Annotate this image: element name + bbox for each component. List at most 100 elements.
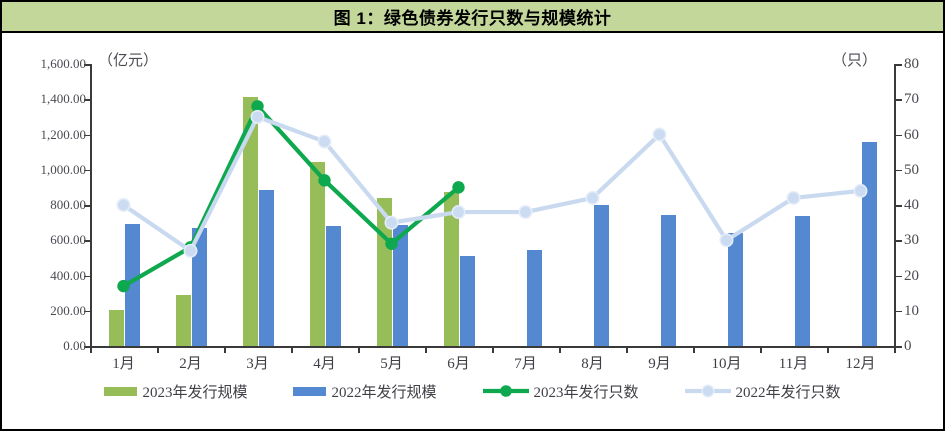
left-axis-tick (84, 310, 90, 313)
line-2022年发行只数 (122, 114, 861, 253)
left-axis-tick-label: 400.00 (50, 267, 86, 283)
right-axis-tick (895, 64, 902, 66)
bar-2022年发行规模 (460, 256, 475, 346)
x-axis-tick (291, 346, 293, 353)
right-axis-tick-label: 80 (904, 56, 919, 72)
bar-2023年发行规模 (443, 191, 459, 346)
marker-2022年发行只数 (518, 205, 533, 220)
left-axis-tick-label: 0.00 (63, 338, 86, 353)
bar-2023年发行规模 (242, 97, 258, 346)
bar-2023年发行规模 (309, 161, 325, 346)
left-axis-unit-label: （亿元） (98, 53, 159, 69)
bar-2022年发行规模 (326, 226, 341, 346)
x-axis-category-label: 8月 (581, 356, 604, 372)
x-axis-category-label: 1月 (112, 356, 135, 372)
right-axis-tick-label: 70 (904, 91, 919, 108)
right-axis-tick-label: 60 (904, 126, 919, 143)
right-axis-tick (895, 310, 902, 313)
x-axis-tick (425, 346, 427, 353)
legend-item-2023年发行规模: 2023年发行规模 (104, 381, 247, 402)
x-axis-tick (626, 346, 628, 353)
right-axis-tick (895, 275, 902, 277)
marker-2022年发行只数 (652, 127, 667, 142)
left-axis-tick (84, 275, 90, 277)
legend-swatch-line (482, 385, 529, 397)
marker-2022年发行只数 (116, 198, 131, 213)
x-axis-tick (492, 346, 494, 353)
bar-2022年发行规模 (862, 141, 877, 346)
x-axis-tick (157, 346, 159, 353)
left-axis-tick (84, 205, 90, 207)
bar-2022年发行规模 (594, 205, 609, 346)
x-axis-category-label: 6月 (447, 356, 470, 372)
x-axis-tick (559, 346, 561, 353)
legend-item-2023年发行只数: 2023年发行只数 (482, 381, 639, 402)
bar-2022年发行规模 (728, 233, 743, 346)
right-axis-line (894, 64, 896, 347)
legend: 2023年发行规模 2022年发行规模 2023年发行只数 2022年发行只数 (2, 380, 943, 402)
x-axis-category-label: 7月 (514, 356, 537, 372)
bar-2022年发行规模 (259, 190, 274, 346)
x-axis-category-label: 2月 (179, 356, 202, 372)
marker-2022年发行只数 (585, 190, 600, 205)
right-axis-tick (895, 169, 902, 172)
bar-2022年发行规模 (393, 225, 408, 346)
x-axis-category-label: 10月 (711, 356, 742, 372)
x-axis-tick (760, 346, 762, 353)
right-axis-tick-label: 50 (904, 161, 919, 178)
left-axis-tick (84, 346, 90, 348)
marker-2022年发行只数 (317, 134, 332, 149)
right-axis-tick-label: 40 (904, 197, 919, 213)
right-axis-tick (895, 240, 902, 242)
marker-2022年发行只数 (786, 190, 801, 205)
left-axis-line (90, 64, 92, 347)
bar-2022年发行规模 (661, 214, 676, 346)
right-axis-tick (895, 99, 902, 101)
bar-2023年发行规模 (108, 309, 124, 346)
left-axis-tick-label: 200.00 (50, 302, 86, 318)
bar-2022年发行规模 (192, 227, 207, 346)
line-2023年发行只数 (122, 104, 460, 288)
x-axis-tick (90, 346, 92, 353)
bar-2023年发行规模 (175, 294, 191, 346)
legend-label: 2022年发行只数 (735, 384, 841, 401)
bar-2023年发行规模 (376, 197, 392, 346)
legend-item-2022年发行只数: 2022年发行只数 (684, 381, 841, 402)
right-axis-tick (895, 346, 902, 348)
x-axis-tick (358, 346, 360, 353)
bar-2022年发行规模 (795, 215, 810, 346)
x-axis-tick (693, 346, 695, 353)
x-axis-category-label: 3月 (246, 356, 269, 372)
right-axis-tick (895, 205, 902, 207)
left-axis-tick-label: 1,600.00 (40, 56, 87, 71)
x-axis-tick (224, 346, 226, 353)
x-axis-tick (894, 346, 896, 353)
legend-swatch-line (684, 384, 731, 398)
right-axis-tick-label: 10 (904, 302, 919, 319)
left-axis-tick-label: 1,000.00 (40, 161, 87, 177)
chart-title: 图 1：绿色债券发行只数与规模统计 (2, 2, 943, 33)
legend-label: 2022年发行规模 (331, 384, 437, 401)
legend-swatch-bar (104, 386, 138, 396)
x-axis-category-label: 5月 (380, 356, 403, 372)
x-axis-category-label: 12月 (845, 356, 876, 372)
x-axis-tick (827, 346, 829, 353)
left-axis-tick-label: 600.00 (50, 232, 86, 248)
left-axis-tick (84, 240, 90, 242)
left-axis-tick-label: 1,200.00 (40, 126, 87, 142)
left-axis-tick-label: 800.00 (50, 197, 86, 212)
legend-item-2022年发行规模: 2022年发行规模 (293, 381, 437, 402)
x-axis-category-label: 9月 (648, 356, 671, 372)
legend-label: 2023年发行只数 (533, 384, 639, 401)
x-axis-category-label: 11月 (778, 356, 809, 372)
right-axis-tick-label: 20 (904, 267, 919, 284)
right-axis-tick (895, 134, 902, 136)
right-axis-unit-label: （只） (831, 53, 877, 69)
left-axis-tick (84, 134, 90, 136)
legend-swatch-bar (293, 386, 327, 396)
left-axis-tick (84, 169, 90, 172)
bar-2022年发行规模 (527, 249, 542, 346)
x-axis-category-label: 4月 (313, 356, 336, 372)
bar-2022年发行规模 (125, 223, 140, 346)
